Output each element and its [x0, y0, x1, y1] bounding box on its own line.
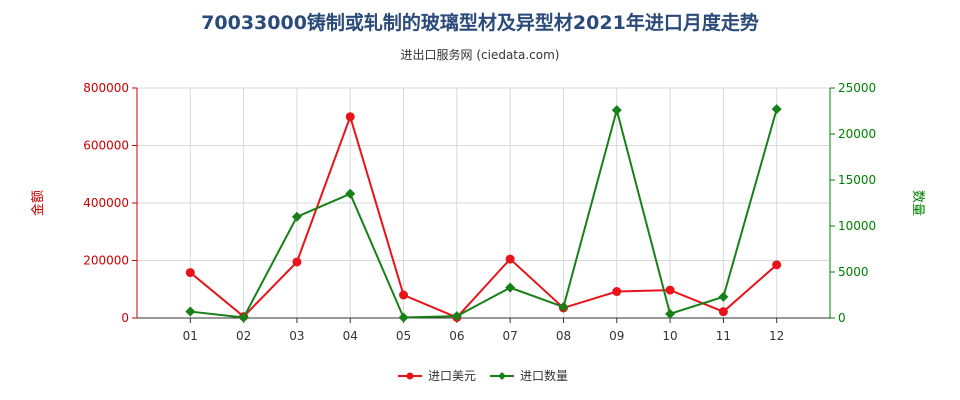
data-point [185, 268, 195, 278]
data-point [345, 188, 356, 199]
y-tick-label-right: 20000 [838, 127, 876, 141]
data-point [398, 312, 409, 323]
y-tick-label-left: 400000 [83, 196, 129, 210]
x-tick-label: 09 [609, 329, 624, 343]
y-tick-label-right: 10000 [838, 219, 876, 233]
x-tick-label: 11 [716, 329, 731, 343]
series-line [189, 113, 778, 319]
data-point [238, 312, 249, 323]
x-tick-label: 07 [503, 329, 518, 343]
data-point [665, 308, 676, 319]
legend-marker [406, 372, 414, 380]
y-tick-label-right: 25000 [838, 81, 876, 95]
data-point [718, 307, 728, 317]
y-tick-label-left: 0 [121, 311, 129, 325]
axes: 0 200000 400000 600000 800000 0 5000 10000 15000… [30, 81, 925, 343]
data-point [505, 254, 515, 264]
data-point [505, 282, 516, 293]
data-point [558, 301, 569, 312]
x-tick-label: 01 [183, 329, 198, 343]
data-point [345, 112, 355, 122]
data-point [772, 260, 782, 270]
data-point [665, 285, 675, 295]
data-point [611, 105, 622, 116]
series-line [190, 106, 778, 319]
y-axis-title-left: 金额 [30, 190, 46, 216]
data-point [612, 287, 622, 297]
x-tick-label: 03 [289, 329, 304, 343]
x-tick-label: 06 [449, 329, 464, 343]
y-tick-label-right: 15000 [838, 173, 876, 187]
y-tick-label-right: 5000 [838, 265, 869, 279]
y-tick-label-left: 600000 [83, 139, 129, 153]
x-tick-label: 12 [769, 329, 784, 343]
data-point [292, 257, 302, 267]
data-point [399, 290, 409, 300]
legend-marker [498, 372, 506, 380]
chart-title: 70033000铸制或轧制的玻璃型材及异型材2021年进口月度走势 [201, 12, 759, 34]
legend-label: 进口数量 [520, 368, 568, 383]
legend-label: 进口美元 [428, 369, 476, 383]
y-tick-label-left: 800000 [83, 81, 129, 95]
legend: 进口美元 进口数量 [398, 368, 568, 383]
data-point [718, 291, 729, 302]
data-point [291, 211, 302, 222]
x-tick-label: 05 [396, 329, 411, 343]
data-point [771, 104, 782, 115]
x-tick-label: 08 [556, 329, 571, 343]
x-tick-label: 04 [343, 329, 358, 343]
y-tick-label-left: 200000 [83, 254, 129, 268]
data-point [185, 306, 196, 317]
x-tick-label: 10 [662, 329, 677, 343]
chart-subtitle: 进出口服务网 (ciedata.com) [400, 48, 560, 62]
y-tick-label-right: 0 [838, 311, 846, 325]
x-tick-label: 02 [236, 329, 251, 343]
y-axis-title-right: 数量 [910, 190, 925, 216]
grid [137, 87, 830, 318]
data-point [451, 311, 462, 322]
series [185, 104, 782, 323]
